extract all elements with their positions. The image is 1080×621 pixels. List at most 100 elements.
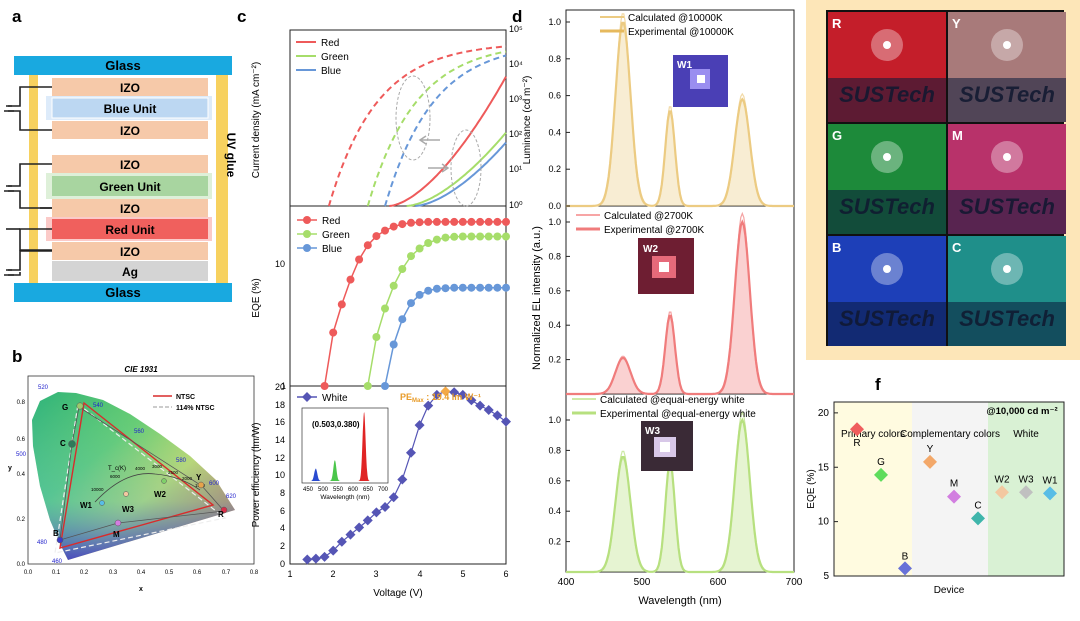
wl-460: 460: [52, 559, 63, 565]
uv-glue-left: [29, 75, 38, 283]
c-bot-legend-white: White: [322, 393, 348, 404]
f-ytick: 10: [818, 517, 830, 528]
point-w1: [99, 500, 105, 506]
c-xlabel: Voltage (V): [373, 588, 422, 599]
izo-layer-1: [52, 78, 208, 96]
pe-point: [319, 551, 330, 562]
photo-cell-brand: SUSTech: [959, 306, 1055, 331]
point-r: [220, 506, 228, 514]
c-top-y2ticks: 10⁵ 10⁴ 10³ 10² 10¹ 10⁰: [509, 24, 523, 210]
c-top-y2label: Luminance (cd m⁻²): [522, 76, 533, 165]
pe-annot-rest: : 19.4 lm W⁻¹: [424, 392, 481, 402]
wl-560: 560: [134, 429, 145, 435]
eqe-point-red: [389, 222, 398, 231]
eqe-point-red: [484, 217, 493, 226]
c-bot-legend: White: [297, 392, 348, 404]
d-ytick: 0.2: [548, 164, 561, 174]
inset-peak: [327, 460, 343, 481]
pe-point: [423, 400, 434, 411]
uv-glue-right: [216, 75, 228, 283]
point-m-label: M: [113, 530, 120, 539]
eqe-point-blue: [484, 283, 493, 292]
eqe-point-blue: [407, 299, 415, 308]
c-bot-yticks: 0 2 4 6 8 10 12 14 16 18 20: [275, 382, 285, 569]
d-bot-legend-calc: Calculated @equal-energy white: [600, 395, 745, 406]
c-bot-ytick-5: 10: [275, 470, 285, 480]
izo-layer-4: [52, 199, 208, 217]
d-ytick: 0.6: [548, 91, 561, 101]
photo-cell-label: M: [952, 128, 963, 143]
photo-cell-led: [883, 41, 891, 49]
eqe-point-green: [450, 232, 459, 241]
eqe-point-red: [372, 232, 381, 241]
c-mid-legend-blue: Blue: [322, 244, 342, 255]
photo-cell-brand: SUSTech: [839, 306, 935, 331]
glass-top-layer: [14, 56, 232, 75]
eqe-point-red: [363, 241, 372, 250]
d-ytick: 0.6: [548, 286, 561, 296]
eqe-point-green: [441, 233, 450, 242]
eqe-point-red: [398, 220, 407, 229]
c-top-arrow-left: [418, 135, 440, 145]
pe-point: [336, 536, 347, 547]
photo-cell-base: [948, 78, 1066, 122]
eqe-point-red: [329, 328, 338, 337]
eqe-point-red: [493, 217, 502, 226]
cie-xtick-1: 0.1: [52, 570, 61, 576]
wavelength-labels: 520 540 560 580 600 620 500 480 460: [16, 385, 237, 565]
pe-point: [475, 400, 486, 411]
f-point-label-g: G: [877, 457, 885, 468]
f-ytick: 5: [823, 571, 829, 582]
d-xtick-500: 500: [634, 577, 651, 588]
d-ytick: 1.0: [548, 415, 561, 425]
cie-frame: [27, 375, 255, 565]
blue-unit-layer: [51, 97, 209, 119]
legend-ntsc114-label: 114% NTSC: [176, 405, 215, 412]
w2-photo-label: W2: [643, 244, 658, 255]
f-point-c: [971, 511, 985, 526]
cct-tick-1: 6000: [110, 474, 121, 479]
photo-cell-base: [948, 302, 1066, 346]
d-ytick: 1.0: [548, 217, 561, 227]
f-point-w2: [995, 485, 1009, 500]
e-photo-cells: R SUSTech Y SUSTech G SUSTech M SUSTech B SUSTech…: [828, 12, 1066, 346]
red-unit-layer: [52, 219, 208, 239]
d-spectra: [566, 13, 794, 574]
eqe-point-green: [389, 281, 398, 290]
c-inset-xtick-3: 600: [348, 487, 359, 493]
d-ytick: 0.2: [548, 355, 561, 365]
d-yticks: 0.0 0.2 0.4 0.6 0.8 1.0 0.2 0.4 0.6 0.8 1.0 0.2 0.4 0…: [548, 17, 570, 547]
wl-500: 500: [16, 452, 27, 458]
spectrum-calc-1: [566, 13, 794, 207]
c-y2tick-0: 10⁵: [509, 24, 523, 34]
circuit-wires: [4, 86, 52, 276]
d-top-frame: [565, 9, 795, 207]
eqe-line-blue: [384, 286, 506, 387]
point-b: [56, 536, 64, 544]
cct-tick-2: 4000: [135, 466, 146, 471]
photo-cell-led: [883, 265, 891, 273]
f-point-w1: [1043, 486, 1057, 501]
f-xlabel: Device: [934, 585, 965, 596]
f-points: R G B Y M C W2 W3 W1: [850, 422, 1058, 576]
wl-580: 580: [176, 458, 187, 464]
current-line-red: [327, 45, 507, 207]
d-ytick: 0.0: [548, 201, 561, 211]
d-ytick: 0.8: [548, 251, 561, 261]
eqe-point-red: [355, 255, 364, 264]
wl-620: 620: [226, 494, 237, 500]
cie-ytick-2: 0.4: [17, 472, 26, 478]
c-inset-spectrum: [308, 412, 372, 481]
d-mid-legend-calc: Calculated @2700K: [604, 211, 693, 222]
c-top-ellipse-left: [395, 75, 431, 161]
c-inset-xtick-5: 700: [378, 487, 389, 493]
photo-cell-base: [828, 302, 946, 346]
c-bot-ytick-0: 0: [280, 559, 285, 569]
cie-points: G C Y R B M W1 W2 W3: [53, 402, 228, 544]
pe-point: [345, 529, 356, 540]
d-ytick: 0.2: [548, 537, 561, 547]
c-top-arrow-right: [428, 163, 450, 173]
w2-photo-core: [659, 262, 669, 272]
eqe-point-red: [346, 275, 355, 284]
photo-cell-led: [1003, 265, 1011, 273]
